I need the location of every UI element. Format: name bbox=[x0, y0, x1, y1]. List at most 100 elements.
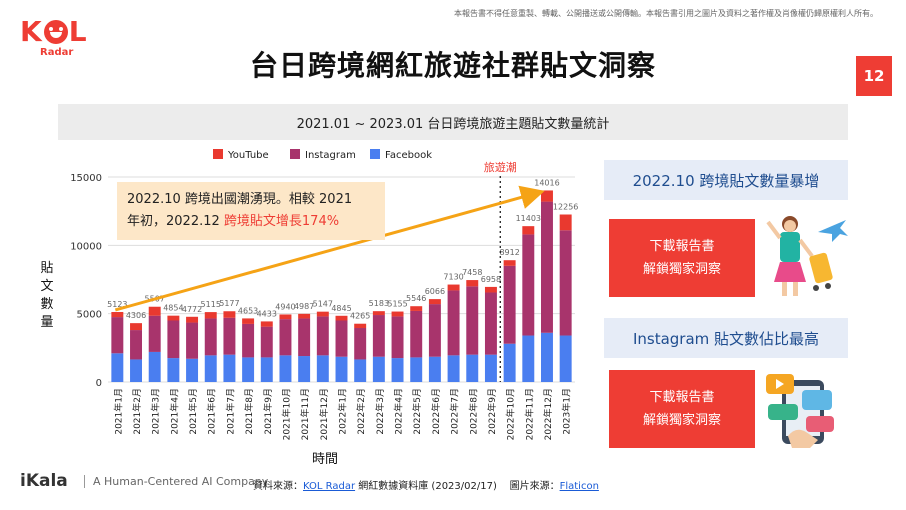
bar-segment-youtube bbox=[316, 311, 329, 317]
bar-segment-instagram bbox=[204, 318, 217, 356]
data-label: 7458 bbox=[462, 268, 482, 277]
traveler-illustration-icon bbox=[766, 216, 848, 296]
source-prefix: 資料來源： bbox=[253, 481, 303, 492]
bar-segment-facebook bbox=[372, 356, 385, 382]
bar-segment-facebook bbox=[167, 358, 180, 382]
data-label: 4772 bbox=[182, 305, 202, 314]
trend-arrow bbox=[114, 185, 545, 312]
legend-label: Facebook bbox=[385, 150, 432, 161]
x-tick-label: 2022年12月 bbox=[542, 388, 554, 440]
logo-letter-l: L bbox=[68, 15, 88, 48]
y-axis-label-char: 文 bbox=[40, 279, 53, 294]
bar-segment-instagram bbox=[130, 330, 142, 360]
bar-segment-instagram bbox=[466, 286, 479, 355]
bar-segment-youtube bbox=[447, 284, 460, 291]
data-label: 6066 bbox=[425, 287, 445, 296]
footer-source: 資料來源：KOL Radar 網紅數據資料庫 (2023/02/17) 圖片來源… bbox=[253, 477, 599, 492]
x-tick-label: 2021年5月 bbox=[187, 388, 199, 435]
bar-segment-youtube bbox=[391, 311, 404, 317]
legend-label: Instagram bbox=[305, 150, 356, 161]
bar-segment-instagram bbox=[541, 201, 553, 333]
x-tick-label: 2021年8月 bbox=[243, 388, 255, 435]
bar-segment-facebook bbox=[204, 355, 217, 382]
bar-segment-instagram bbox=[372, 315, 385, 357]
data-label: 5546 bbox=[406, 294, 426, 303]
bar-segment-youtube bbox=[559, 214, 572, 231]
bar-segment-instagram bbox=[316, 316, 329, 356]
source-suffix: 網紅數據資料庫 (2023/02/17) 圖片來源： bbox=[355, 481, 560, 492]
x-tick-label: 2022年4月 bbox=[393, 388, 405, 435]
bar-segment-youtube bbox=[410, 306, 423, 311]
legend-label: YouTube bbox=[227, 150, 269, 161]
legend-swatch bbox=[290, 149, 300, 159]
x-tick-label: 2021年9月 bbox=[262, 388, 274, 435]
logo-letter-k: K bbox=[20, 15, 43, 48]
bar-segment-facebook bbox=[242, 357, 255, 382]
smiley-icon bbox=[43, 20, 68, 44]
bar-segment-youtube bbox=[223, 311, 236, 318]
bar-segment-instagram bbox=[186, 322, 199, 359]
x-axis-label: 時間 bbox=[312, 452, 338, 467]
bar-segment-youtube bbox=[503, 260, 516, 266]
bar-segment-youtube bbox=[167, 315, 180, 321]
x-tick-label: 2021年3月 bbox=[150, 388, 162, 435]
x-tick-label: 2022年8月 bbox=[467, 388, 479, 435]
bar-segment-youtube bbox=[466, 280, 479, 287]
x-tick-label: 2021年11月 bbox=[299, 388, 311, 440]
bar-segment-facebook bbox=[484, 354, 497, 382]
x-tick-label: 2022年7月 bbox=[449, 388, 461, 435]
bar-segment-facebook bbox=[335, 356, 348, 382]
bar-segment-instagram bbox=[260, 326, 273, 358]
y-tick-label: 0 bbox=[96, 378, 102, 389]
bar-segment-youtube bbox=[428, 299, 441, 305]
bar-segment-instagram bbox=[522, 234, 535, 336]
bar-segment-facebook bbox=[410, 357, 423, 382]
bar-segment-youtube bbox=[204, 312, 217, 319]
bar-segment-facebook bbox=[298, 356, 311, 382]
bar-segment-instagram bbox=[354, 328, 367, 360]
bar-segment-instagram bbox=[428, 304, 441, 357]
side-label-surge: 2022.10 跨境貼文數量暴增 bbox=[604, 160, 848, 200]
download-report-button-1[interactable]: 下載報告書 解鎖獨家洞察 bbox=[609, 219, 755, 297]
bar-segment-youtube bbox=[260, 321, 273, 327]
annotation-line2-prefix: 年初，2022.12 bbox=[127, 214, 224, 229]
bar-segment-facebook bbox=[522, 335, 535, 382]
bar-segment-instagram bbox=[484, 292, 497, 355]
x-tick-label: 2022年10月 bbox=[505, 388, 517, 440]
data-label: 12256 bbox=[553, 203, 578, 212]
x-tick-label: 2022年1月 bbox=[337, 388, 349, 435]
x-tick-label: 2022年3月 bbox=[374, 388, 386, 435]
data-label: 4987 bbox=[294, 302, 314, 311]
y-axis-label-char: 貼 bbox=[40, 261, 53, 276]
bar-segment-facebook bbox=[260, 357, 273, 382]
bar-segment-instagram bbox=[148, 315, 161, 352]
ikala-logo: iKala bbox=[20, 471, 68, 491]
bar-segment-instagram bbox=[223, 317, 236, 355]
x-tick-label: 2023年1月 bbox=[561, 388, 573, 435]
bar-segment-youtube bbox=[484, 286, 497, 293]
ikala-tagline: A Human-Centered AI Company bbox=[84, 475, 268, 488]
bar-segment-youtube bbox=[148, 306, 161, 316]
bar-segment-youtube bbox=[242, 318, 255, 324]
logo-subtext: Radar bbox=[40, 47, 74, 58]
data-label: 14016 bbox=[534, 178, 559, 187]
legend-swatch bbox=[213, 149, 223, 159]
bar-segment-instagram bbox=[447, 290, 460, 356]
data-label: 6958 bbox=[481, 275, 501, 284]
x-tick-label: 2021年4月 bbox=[168, 388, 180, 435]
bar-segment-facebook bbox=[316, 355, 329, 382]
annotation-line2: 年初，2022.12 跨境貼文增長174% bbox=[127, 211, 375, 233]
flaticon-link[interactable]: Flaticon bbox=[559, 481, 599, 492]
data-label: 4433 bbox=[257, 309, 277, 318]
download-report-button-2[interactable]: 下載報告書 解鎖獨家洞察 bbox=[609, 370, 755, 448]
kol-radar-link[interactable]: KOL Radar bbox=[303, 481, 356, 492]
data-label: 4306 bbox=[126, 311, 146, 320]
bar-segment-instagram bbox=[559, 230, 572, 336]
x-tick-label: 2021年7月 bbox=[224, 388, 236, 435]
bar-segment-facebook bbox=[559, 335, 572, 382]
bar-segment-youtube bbox=[335, 315, 348, 321]
y-axis-label-char: 數 bbox=[40, 297, 53, 312]
bar-segment-facebook bbox=[186, 358, 199, 382]
data-label: 4653 bbox=[238, 306, 258, 315]
divider-label: 旅遊潮 bbox=[484, 160, 517, 174]
